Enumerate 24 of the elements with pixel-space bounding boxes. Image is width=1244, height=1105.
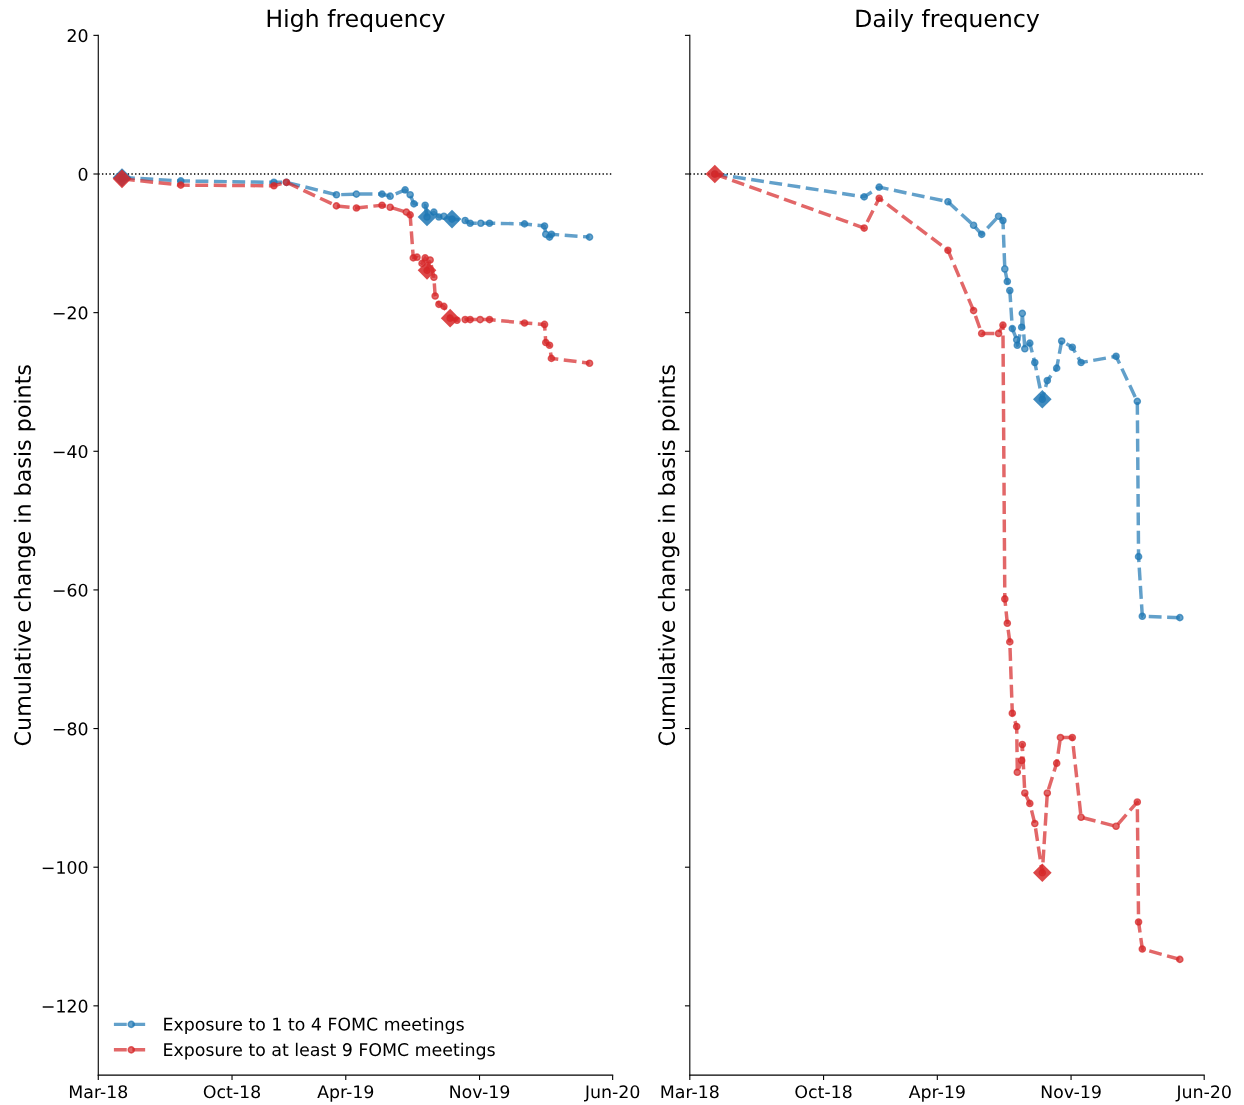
chart-title: High frequency [267, 9, 445, 32]
y-tick-label: −40 [53, 444, 88, 459]
x-tick-label: Jun-20 [1175, 1085, 1231, 1102]
y-axis-title: Cumulative change in basis points [657, 365, 680, 746]
y-tick-label: −120 [42, 999, 88, 1013]
x-tick-label: Mar-18 [661, 1085, 719, 1099]
x-tick-label: Nov-19 [1041, 1085, 1101, 1099]
x-tick-label: Apr-19 [317, 1085, 374, 1102]
x-tick-label: Mar-18 [69, 1085, 128, 1099]
y-tick-label: 0 [78, 167, 88, 181]
y-tick-label: −60 [53, 583, 88, 597]
y-tick-label: −20 [53, 306, 88, 320]
legend-label: Exposure to 1 to 4 FOMC meetings [164, 1017, 464, 1035]
x-tick-label: Nov-19 [450, 1085, 510, 1099]
y-tick-label: −100 [42, 860, 88, 875]
x-tick-label: Jun-20 [584, 1085, 640, 1102]
y-tick-label: 20 [67, 29, 88, 43]
x-tick-label: Oct-18 [795, 1085, 852, 1099]
y-tick-label: −80 [53, 722, 88, 736]
x-tick-label: Oct-18 [203, 1085, 261, 1099]
legend-label: Exposure to at least 9 FOMC meetings [164, 1042, 495, 1060]
chart-title: Daily frequency [856, 9, 1040, 32]
x-tick-label: Apr-19 [908, 1085, 965, 1102]
y-axis-title: Cumulative change in basis points [13, 365, 36, 746]
